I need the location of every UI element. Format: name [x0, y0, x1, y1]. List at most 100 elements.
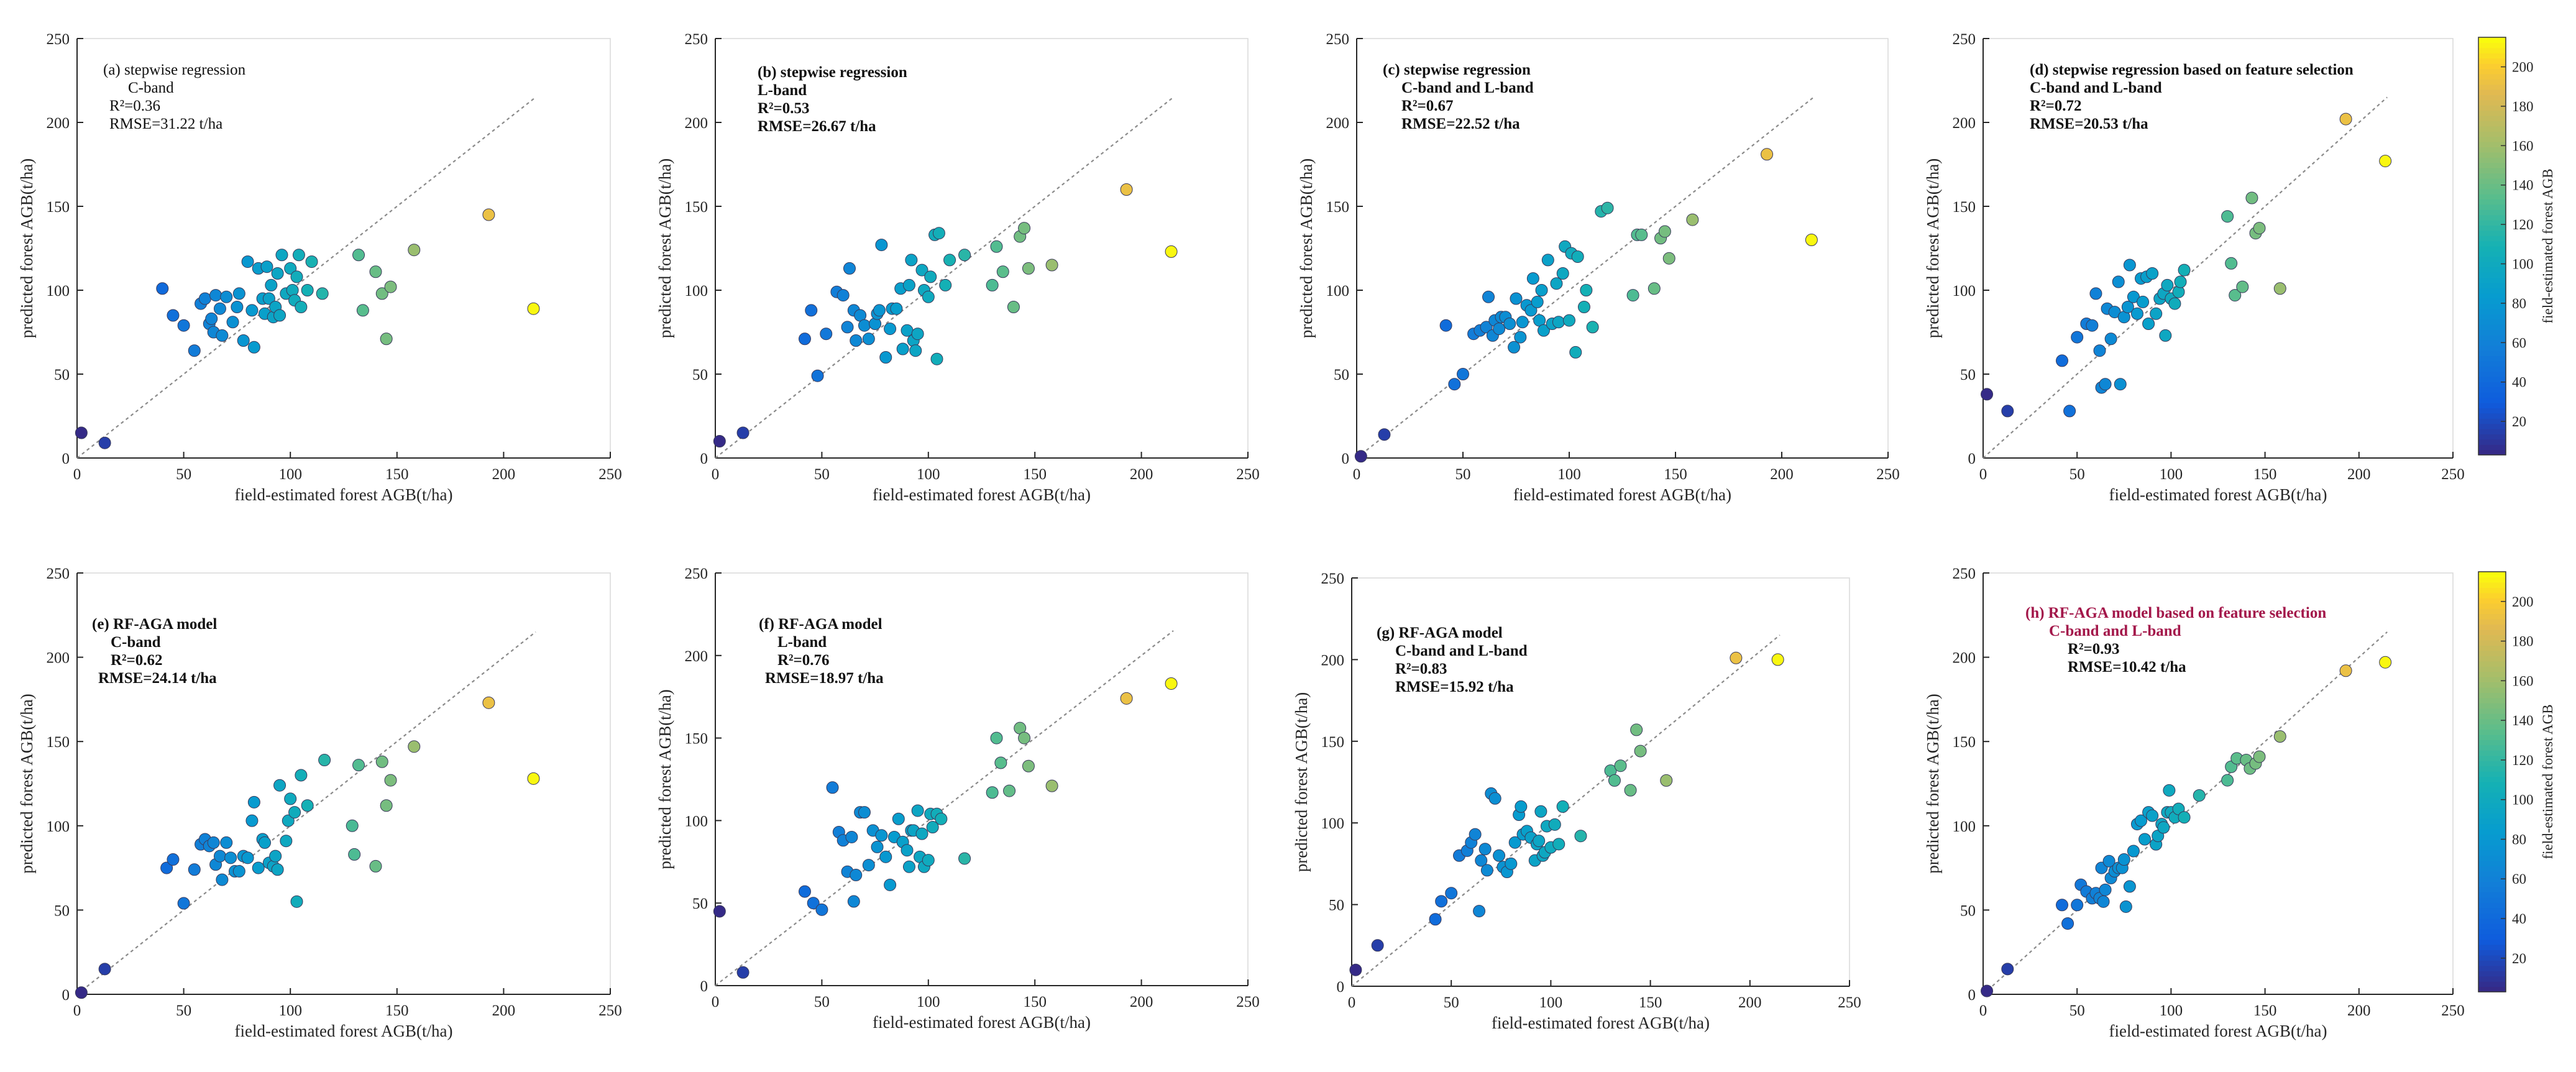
data-point: [2127, 845, 2140, 858]
y-tick-label: 100: [685, 283, 708, 300]
panel-annotation: C-band: [128, 80, 174, 96]
data-point: [346, 819, 359, 832]
data-point: [1508, 341, 1521, 354]
panel-f: 00 50 50 100 100 150 150 200 200 250 250 field-esti…: [656, 566, 1260, 1032]
data-point: [871, 840, 884, 853]
data-point: [348, 848, 361, 861]
colorbar-segment: [2478, 839, 2506, 845]
data-point: [316, 287, 329, 300]
x-tick-label: 150: [1664, 466, 1687, 483]
data-point: [2339, 112, 2352, 126]
colorbar-segment: [2478, 613, 2506, 620]
data-point: [1556, 267, 1569, 280]
colorbar-segment: [2478, 397, 2506, 403]
data-point: [98, 963, 111, 976]
colorbar-segment: [2478, 209, 2506, 216]
data-point: [922, 290, 935, 303]
panel-a: 00 50 50 100 100 150 150 200 200 250 250 field-esti…: [17, 31, 622, 504]
y-tick-label: 200: [1953, 650, 1976, 667]
data-point: [2123, 880, 2136, 893]
panel-d: 00 50 50 100 100 150 150 200 200 250 250 field-esti…: [1923, 31, 2465, 504]
data-point: [713, 435, 726, 447]
colorbar-segment: [2478, 808, 2506, 814]
data-point: [884, 323, 897, 336]
data-point: [845, 830, 858, 843]
data-point: [1045, 259, 1058, 272]
colorbar-segment: [2478, 439, 2506, 445]
data-point: [1660, 774, 1673, 787]
colorbar-segment: [2478, 366, 2506, 372]
data-point: [380, 799, 393, 812]
data-point: [1662, 252, 1675, 265]
data-point: [996, 265, 1009, 278]
data-point: [1508, 836, 1521, 849]
colorbar-segment: [2478, 834, 2506, 840]
data-point: [241, 851, 254, 864]
data-point: [1354, 450, 1367, 463]
data-point: [156, 282, 169, 295]
y-tick-label: 150: [47, 734, 70, 751]
data-point: [858, 806, 871, 819]
y-tick-label: 250: [1321, 570, 1345, 587]
data-point: [2245, 191, 2258, 204]
panel-annotation: R²=0.53: [758, 100, 810, 117]
y-axis-label: predicted forest AGB(t/ha): [17, 158, 36, 338]
colorbar-segment: [2478, 157, 2506, 163]
data-point: [1730, 651, 1743, 664]
data-point: [288, 806, 301, 819]
colorbar-segment: [2478, 572, 2506, 578]
data-point: [798, 332, 811, 346]
colorbar-segment: [2478, 582, 2506, 588]
data-point: [527, 772, 540, 785]
colorbar-segment: [2478, 53, 2506, 59]
x-tick-label: 250: [598, 1002, 622, 1019]
colorbar-segment: [2478, 713, 2506, 720]
data-point: [2104, 332, 2117, 346]
panel-annotation: RMSE=20.53 t/ha: [2030, 116, 2148, 132]
colorbar-segment: [2478, 661, 2506, 667]
colorbar-segment: [2478, 47, 2506, 53]
colorbar-segment: [2478, 116, 2506, 121]
panel-title: (a) stepwise regression: [103, 62, 246, 78]
panel-annotation: R²=0.62: [111, 652, 163, 669]
data-point: [1658, 225, 1671, 238]
one-to-one-line: [715, 96, 1174, 459]
data-point: [990, 731, 1003, 744]
colorbar-tick-label: 80: [2512, 296, 2526, 311]
data-point: [2253, 750, 2266, 763]
data-point: [352, 759, 365, 772]
one-to-one-line: [76, 631, 536, 995]
data-point: [2063, 405, 2076, 418]
y-tick-label: 200: [47, 115, 70, 132]
data-point: [1003, 784, 1016, 797]
colorbar-segment: [2478, 934, 2506, 940]
x-tick-label: 0: [73, 466, 81, 483]
panel-title: (c) stepwise regression: [1383, 62, 1531, 78]
data-point: [2061, 917, 2074, 930]
panel-title: (h) RF-AGA model based on feature select…: [2025, 605, 2326, 621]
x-tick-label: 100: [2160, 1002, 2183, 1019]
data-point: [2273, 282, 2286, 295]
data-point: [2142, 318, 2155, 330]
data-point: [1630, 723, 1643, 736]
x-tick-label: 50: [176, 466, 191, 483]
x-tick-label: 0: [1353, 466, 1361, 483]
data-point: [815, 903, 828, 916]
data-point: [2114, 378, 2127, 391]
x-tick-label: 100: [278, 466, 302, 483]
colorbar-segment: [2478, 708, 2506, 714]
data-point: [1482, 290, 1495, 303]
colorbar-segment: [2478, 105, 2506, 111]
x-tick-label: 200: [2347, 466, 2371, 483]
x-tick-label: 100: [917, 994, 940, 1010]
data-point: [2071, 331, 2084, 344]
y-tick-label: 150: [1953, 734, 1976, 751]
y-tick-label: 150: [47, 199, 70, 216]
data-point: [986, 278, 999, 291]
x-tick-label: 100: [1557, 466, 1581, 483]
data-point: [1457, 368, 1469, 380]
data-point: [875, 829, 888, 842]
data-point: [356, 304, 369, 317]
panel-e: 00 50 50 100 100 150 150 200 200 250 250 field-esti…: [17, 566, 622, 1040]
colorbar-segment: [2478, 214, 2506, 221]
